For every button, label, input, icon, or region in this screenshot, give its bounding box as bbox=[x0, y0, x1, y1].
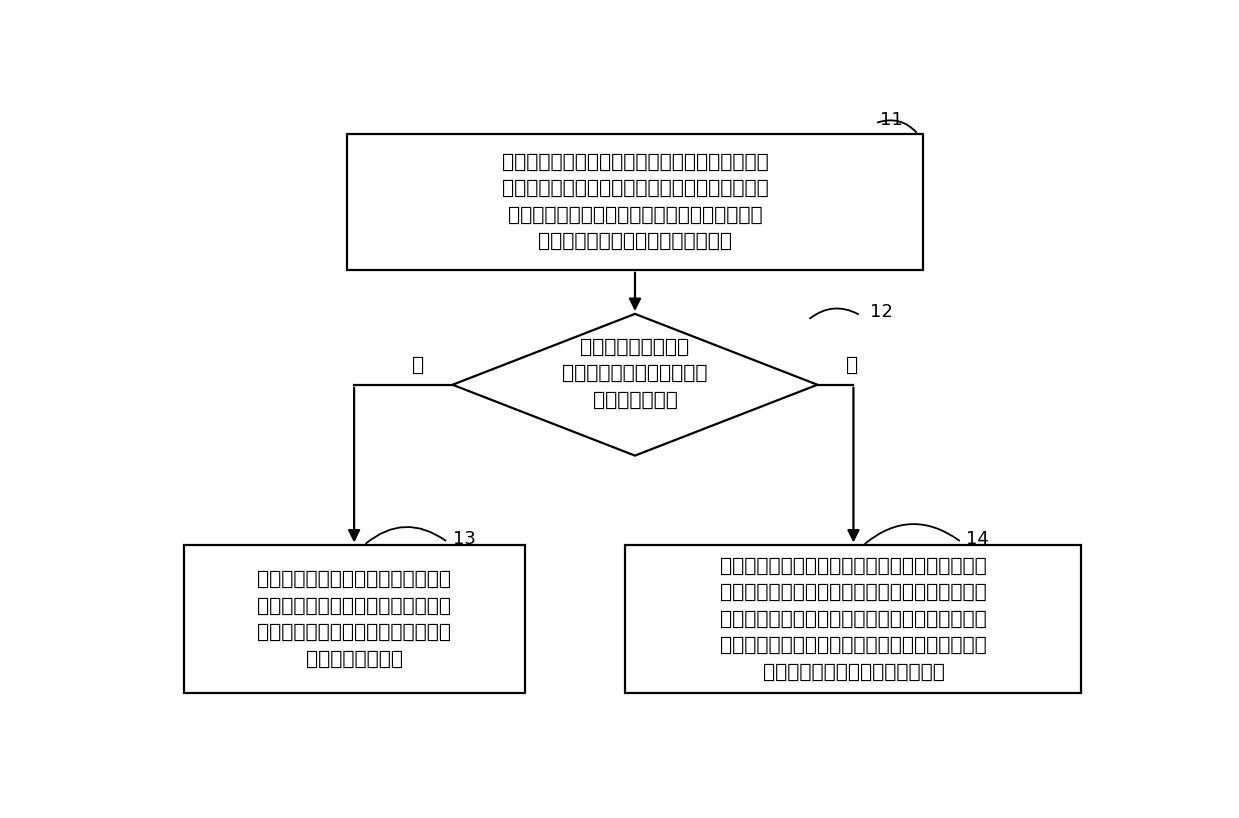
Bar bbox=[626, 546, 1082, 694]
Text: 12: 12 bbox=[870, 303, 893, 321]
Text: 14: 14 bbox=[966, 530, 989, 548]
Polygon shape bbox=[452, 314, 818, 456]
Text: 修复本次集群故障后，获取本次集群故障案例的信
息，并将本次集群故障案例的信息添加到故障因果
图，其中，本次集群故障案例的信息包括各组件的
故障症状、各故障症状所: 修复本次集群故障后，获取本次集群故障案例的信 息，并将本次集群故障案例的信息添加… bbox=[720, 557, 986, 682]
Text: 获取集群故障案例的信息，并根据信息建立故障因
果图，其中，集群故障案例的信息包括各组件的故
障症状、各故障症状所对应的检测方法和修复方
法、以及各故障症状之间的: 获取集群故障案例的信息，并根据信息建立故障因 果图，其中，集群故障案例的信息包括… bbox=[502, 153, 768, 251]
Text: 11: 11 bbox=[880, 111, 902, 129]
Bar bbox=[183, 546, 524, 694]
Text: 13: 13 bbox=[452, 530, 476, 548]
Text: 根据该故障症状以及故障症状的依赖
关系在故障因果图中找到本次故障的
原生故障，并利用该原生故障的修复
方法修复本次故障: 根据该故障症状以及故障症状的依赖 关系在故障因果图中找到本次故障的 原生故障，并… bbox=[258, 570, 451, 668]
Text: 当集群发生故障时，
判断该故障症状在故障因果
图中是否存在？: 当集群发生故障时， 判断该故障症状在故障因果 图中是否存在？ bbox=[563, 337, 707, 409]
Text: 是: 是 bbox=[411, 357, 424, 375]
Bar bbox=[347, 134, 923, 270]
Text: 否: 否 bbox=[846, 357, 859, 375]
